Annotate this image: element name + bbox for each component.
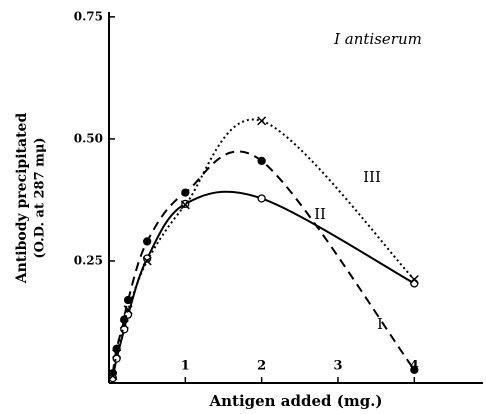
marker	[257, 116, 267, 126]
series-label: III	[363, 168, 381, 186]
marker	[409, 274, 419, 285]
marker	[108, 371, 118, 381]
y-tick-label: 0.75	[74, 9, 103, 23]
y-axis-label: Antibody precipitated	[14, 113, 30, 285]
marker	[112, 349, 122, 359]
series-line	[111, 190, 415, 379]
chart-annotation: I antiserum	[333, 30, 422, 48]
x-tick-label: 1	[181, 359, 190, 374]
marker	[123, 305, 133, 315]
series-label: II	[314, 205, 326, 223]
marker	[142, 256, 152, 266]
y-tick-label: 0.50	[74, 131, 103, 145]
marker	[410, 365, 419, 374]
marker	[257, 156, 266, 166]
x-tick-label: 3	[333, 359, 342, 374]
x-tick-label: 2	[257, 359, 266, 374]
series-line	[111, 118, 416, 376]
marker	[180, 200, 190, 210]
y-axis-label: (O.D. at 287 mμ)	[33, 137, 48, 258]
marker	[257, 194, 266, 203]
marker	[143, 237, 152, 246]
x-axis-label: Antigen added (mg.)	[208, 392, 382, 410]
marker	[181, 188, 190, 197]
y-tick-label: 0.25	[74, 253, 103, 267]
marker	[119, 319, 129, 329]
series-label: I	[377, 315, 383, 333]
